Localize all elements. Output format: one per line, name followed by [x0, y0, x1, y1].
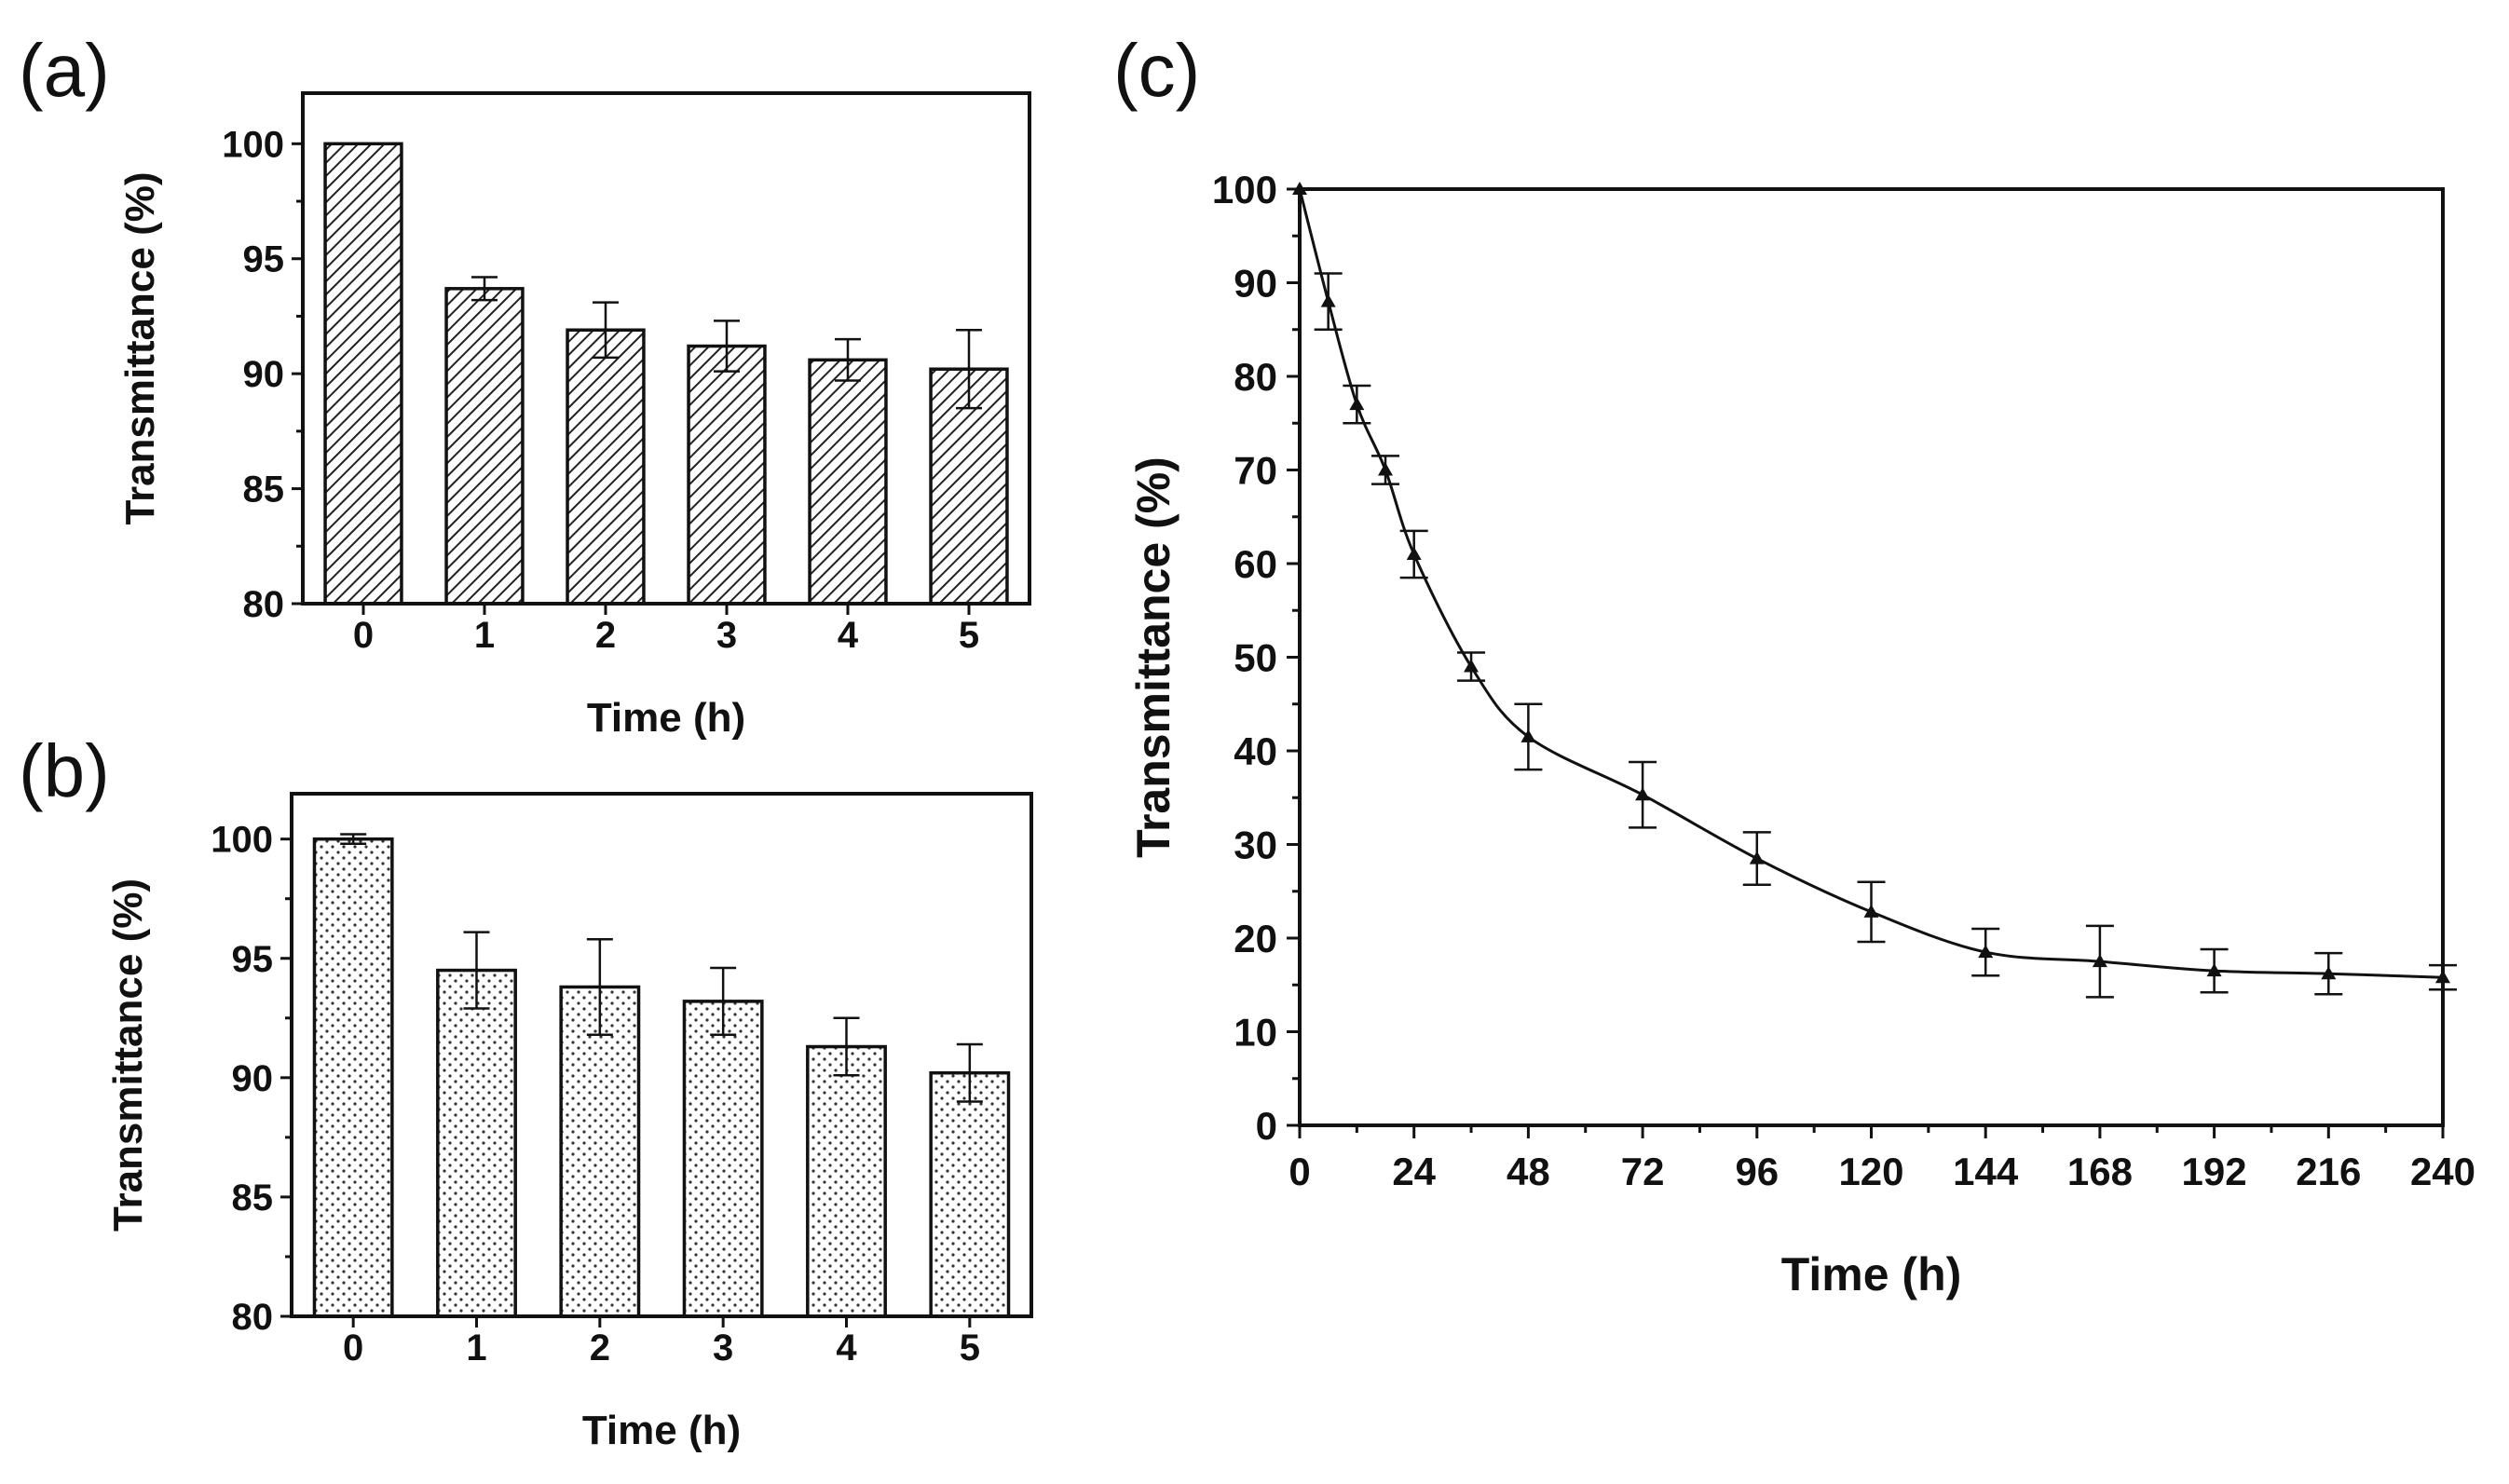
x-tick-label-a-3: 3	[716, 615, 737, 656]
x-tick-label-c-4: 96	[1735, 1150, 1779, 1193]
data-point-c-3	[1378, 462, 1394, 476]
data-point-c-6	[1520, 728, 1536, 742]
panel-a: (a) 0 1 2 3 4 5 80 85 90 95 100 Time (h) Transmittan…	[19, 29, 1031, 741]
plot-frame-a	[301, 91, 1031, 606]
x-axis-title-c: Time (h)	[1781, 1248, 1962, 1300]
y-tick-label-b-3: 95	[232, 939, 274, 980]
y-axis-title-b: Transmittance (%)	[105, 878, 151, 1232]
x-tick-label-a-1: 1	[474, 615, 495, 656]
x-tick-label-c-10: 240	[2410, 1150, 2475, 1193]
y-tick-label-b-2: 90	[232, 1058, 274, 1099]
y-tick-label-a-0: 80	[243, 584, 285, 625]
y-tick-label-c-4: 40	[1234, 729, 1277, 773]
bar-a-0	[323, 142, 403, 606]
y-tick-label-c-9: 90	[1234, 262, 1277, 306]
data-point-c-9	[1863, 904, 1879, 918]
chart-a: 0 1 2 3 4 5 80 85 90 95 100 Time (h) Transmittance (…	[117, 91, 1031, 741]
y-tick-label-b-0: 80	[232, 1297, 274, 1338]
y-axis-title-c: Transmittance (%)	[1127, 456, 1180, 858]
y-tick-label-a-3: 95	[243, 239, 285, 280]
y-axis-title-a: Transmittance (%)	[117, 172, 163, 525]
y-tick-label-a-1: 85	[243, 470, 285, 511]
bar-a-3	[687, 344, 767, 606]
y-tick-label-b-4: 100	[211, 820, 273, 861]
y-tick-label-b-1: 85	[232, 1178, 274, 1219]
panel-c: (c) 0 10 20 30 40 50 60 70 80 90 100 0 24 48 72 96 120 14…	[1113, 29, 2475, 1300]
y-tick-label-c-5: 50	[1234, 636, 1277, 680]
x-tick-label-c-7: 168	[2067, 1150, 2133, 1193]
x-tick-label-b-3: 3	[713, 1327, 733, 1368]
bar-b-3	[682, 1000, 764, 1318]
x-tick-label-c-2: 48	[1507, 1150, 1550, 1193]
y-tick-label-c-3: 30	[1234, 824, 1277, 867]
x-tick-label-c-8: 192	[2182, 1150, 2247, 1193]
panel-b: (b) 0 1 2 3 4 5 80 85 90 95 100 Time (h) Transmittan…	[19, 729, 1033, 1453]
data-point-c-4	[1406, 546, 1422, 560]
x-tick-label-c-9: 216	[2296, 1150, 2361, 1193]
data-point-c-13	[2321, 966, 2337, 980]
panel-label-c: (c)	[1113, 29, 1200, 112]
bar-b-4	[806, 1044, 887, 1318]
y-tick-label-c-6: 60	[1234, 542, 1277, 586]
data-point-c-10	[1978, 945, 1994, 959]
bar-a-1	[444, 287, 525, 606]
plot-frame-b	[290, 792, 1033, 1318]
data-point-c-14	[2435, 970, 2450, 984]
data-point-c-5	[1464, 659, 1479, 673]
x-tick-label-b-4: 4	[836, 1327, 857, 1368]
x-tick-label-c-5: 120	[1838, 1150, 1903, 1193]
x-axis-title-b: Time (h)	[582, 1408, 741, 1453]
y-tick-label-c-2: 20	[1234, 917, 1277, 960]
x-tick-label-b-2: 2	[590, 1327, 610, 1368]
data-point-c-1	[1320, 293, 1336, 307]
bar-b-5	[929, 1070, 1011, 1318]
panel-label-a: (a)	[19, 29, 110, 112]
x-tick-label-a-4: 4	[838, 615, 859, 656]
data-point-c-7	[1635, 787, 1651, 801]
x-tick-label-b-0: 0	[343, 1327, 363, 1368]
x-axis-title-a: Time (h)	[587, 695, 745, 741]
chart-b: 0 1 2 3 4 5 80 85 90 95 100 Time (h) Transmittance (…	[105, 792, 1033, 1453]
x-tick-label-b-1: 1	[466, 1327, 486, 1368]
bar-b-0	[312, 837, 394, 1318]
bar-a-4	[808, 358, 888, 606]
y-tick-label-c-7: 70	[1234, 449, 1277, 493]
chart-c: 0 10 20 30 40 50 60 70 80 90 100 0 24 48 72 96 120 144 168…	[1127, 168, 2475, 1300]
panel-label-b: (b)	[19, 729, 110, 812]
y-tick-label-c-0: 0	[1256, 1104, 1277, 1148]
y-tick-label-c-1: 10	[1234, 1011, 1277, 1055]
y-tick-label-a-4: 100	[222, 124, 284, 165]
bar-b-2	[559, 985, 641, 1318]
x-tick-label-b-5: 5	[960, 1327, 980, 1368]
x-tick-label-a-0: 0	[353, 615, 374, 656]
x-tick-label-c-1: 24	[1392, 1150, 1436, 1193]
data-point-c-12	[2206, 963, 2222, 977]
data-point-c-11	[2092, 954, 2107, 968]
data-point-c-2	[1349, 397, 1365, 411]
x-tick-label-a-5: 5	[959, 615, 979, 656]
bar-b-1	[436, 968, 517, 1318]
y-tick-label-c-10: 100	[1212, 168, 1277, 211]
x-tick-label-a-2: 2	[595, 615, 616, 656]
data-point-c-0	[1292, 182, 1307, 195]
x-tick-label-c-6: 144	[1953, 1150, 2019, 1193]
y-tick-label-c-8: 80	[1234, 355, 1277, 399]
x-tick-label-c-0: 0	[1289, 1150, 1310, 1193]
y-tick-label-a-2: 90	[243, 354, 285, 395]
data-point-c-8	[1749, 851, 1765, 865]
series-line-c	[1298, 188, 2444, 979]
x-tick-label-c-3: 72	[1621, 1150, 1665, 1193]
bar-a-2	[566, 328, 646, 606]
